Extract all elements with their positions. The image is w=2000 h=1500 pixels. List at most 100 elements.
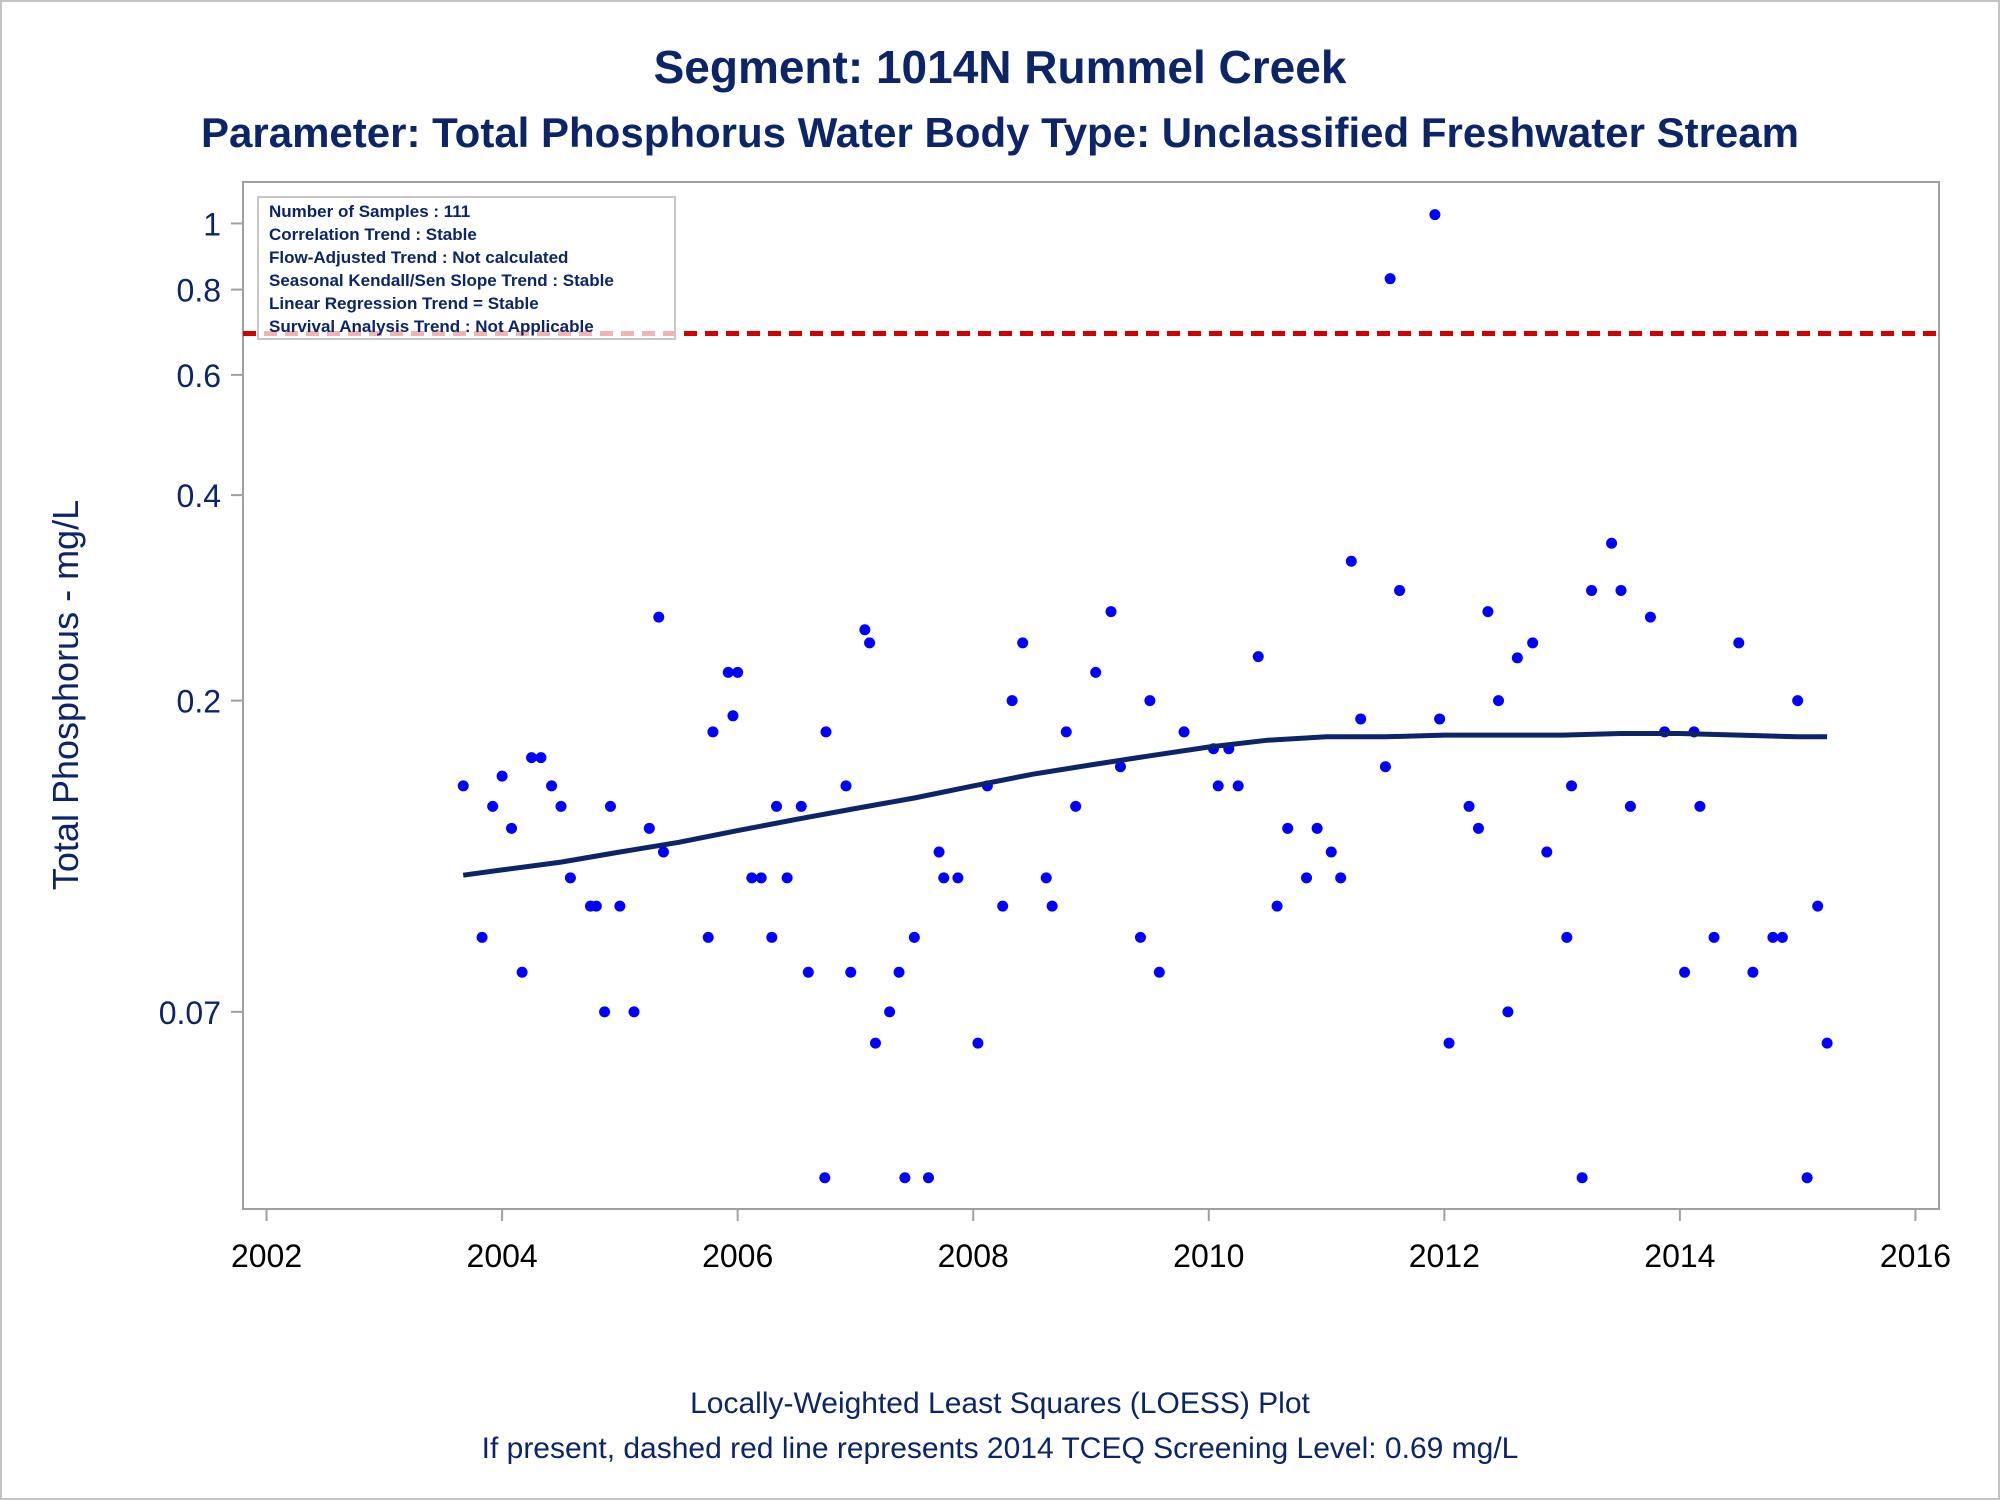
data-point	[599, 1006, 611, 1018]
data-point	[1060, 726, 1072, 738]
data-point	[938, 872, 950, 884]
data-point	[840, 780, 852, 792]
data-point	[1443, 1037, 1455, 1049]
data-point	[1747, 966, 1759, 978]
data-point	[1271, 900, 1283, 912]
data-point	[972, 1037, 984, 1049]
data-point	[1311, 822, 1323, 834]
data-point	[893, 966, 905, 978]
x-tick-label: 2002	[231, 1238, 302, 1274]
data-point	[1379, 761, 1391, 773]
data-point	[859, 624, 871, 636]
data-point	[1733, 637, 1745, 649]
y-axis: 0.07 0.2 0.4 0.6 0.8 1	[159, 206, 243, 1031]
data-point	[933, 846, 945, 858]
data-point	[1511, 652, 1523, 664]
data-point	[1282, 822, 1294, 834]
footnote-screening-level: If present, dashed red line represents 2…	[482, 1432, 1519, 1465]
data-point	[1463, 800, 1475, 812]
data-point	[1046, 900, 1058, 912]
data-point	[1212, 780, 1224, 792]
y-axis-label: Total Phosphorus - mg/L	[45, 500, 86, 890]
data-point	[1561, 931, 1573, 943]
x-tick-label: 2010	[1173, 1238, 1244, 1274]
data-point	[535, 752, 547, 764]
data-point	[1134, 931, 1146, 943]
data-point	[771, 800, 783, 812]
data-point	[555, 800, 567, 812]
y-tick-label: 0.4	[177, 478, 221, 514]
data-point	[604, 800, 616, 812]
data-point	[487, 800, 499, 812]
data-point	[1493, 695, 1505, 707]
data-point	[614, 900, 626, 912]
data-point	[707, 726, 719, 738]
data-point	[1345, 555, 1357, 567]
data-point	[702, 931, 714, 943]
stats-box: Number of Samples : 111 Correlation Tren…	[257, 196, 676, 340]
data-point	[1694, 800, 1706, 812]
x-tick-label: 2012	[1409, 1238, 1480, 1274]
data-point	[845, 966, 857, 978]
data-point	[1335, 872, 1347, 884]
data-point	[1017, 637, 1029, 649]
data-point	[526, 752, 538, 764]
data-point	[899, 1172, 911, 1184]
data-point	[1472, 822, 1484, 834]
data-point	[1801, 1172, 1813, 1184]
data-point	[1776, 931, 1788, 943]
data-point	[884, 1006, 896, 1018]
chart-title: Segment: 1014N Rummel Creek	[654, 41, 1347, 93]
stats-line-correlation: Correlation Trend : Stable	[269, 225, 477, 244]
data-point	[590, 900, 602, 912]
data-point	[1070, 800, 1082, 812]
data-point	[952, 872, 964, 884]
plot-area	[242, 181, 1940, 1210]
data-point	[506, 822, 518, 834]
data-point	[1252, 651, 1264, 663]
x-tick-label: 2004	[467, 1238, 538, 1274]
data-point	[1153, 966, 1165, 978]
data-point	[1090, 666, 1102, 678]
data-point	[997, 900, 1009, 912]
data-point	[1040, 872, 1052, 884]
data-point	[546, 780, 558, 792]
data-point	[1624, 800, 1636, 812]
x-tick-label: 2016	[1880, 1238, 1951, 1274]
data-point	[1394, 584, 1406, 596]
data-point	[643, 822, 655, 834]
y-tick-label: 0.2	[177, 684, 221, 720]
y-tick-label: 0.6	[177, 358, 221, 394]
data-point	[746, 872, 758, 884]
data-point	[1325, 846, 1337, 858]
x-axis: 2002 2004 2006 2008 2010 2012 2014 2016	[231, 1209, 1951, 1274]
stats-box-border	[257, 196, 676, 340]
footnote-loess: Locally-Weighted Least Squares (LOESS) P…	[690, 1387, 1310, 1420]
y-tick-label: 1	[203, 206, 221, 242]
data-point	[802, 966, 814, 978]
data-point	[496, 770, 508, 782]
data-point	[1178, 726, 1190, 738]
data-point	[1355, 713, 1367, 725]
data-point	[1429, 209, 1441, 221]
data-point	[1792, 695, 1804, 707]
data-point	[1006, 695, 1018, 707]
data-point	[766, 931, 778, 943]
data-point	[795, 800, 807, 812]
data-point	[476, 931, 488, 943]
data-point	[1821, 1037, 1833, 1049]
data-point	[1576, 1172, 1588, 1184]
data-point	[1144, 695, 1156, 707]
data-point	[1679, 966, 1691, 978]
data-point	[1114, 761, 1126, 773]
data-point	[1606, 537, 1618, 549]
loess-trend-line	[462, 731, 1828, 878]
data-point	[457, 780, 469, 792]
data-point	[908, 931, 920, 943]
data-point	[922, 1172, 934, 1184]
data-point	[1434, 713, 1446, 725]
stats-line-survival: Survival Analysis Trend : Not Applicable	[269, 317, 594, 336]
x-tick-label: 2008	[938, 1238, 1009, 1274]
data-point	[1527, 637, 1539, 649]
chart-subtitle: Parameter: Total Phosphorus Water Body T…	[201, 109, 1799, 156]
